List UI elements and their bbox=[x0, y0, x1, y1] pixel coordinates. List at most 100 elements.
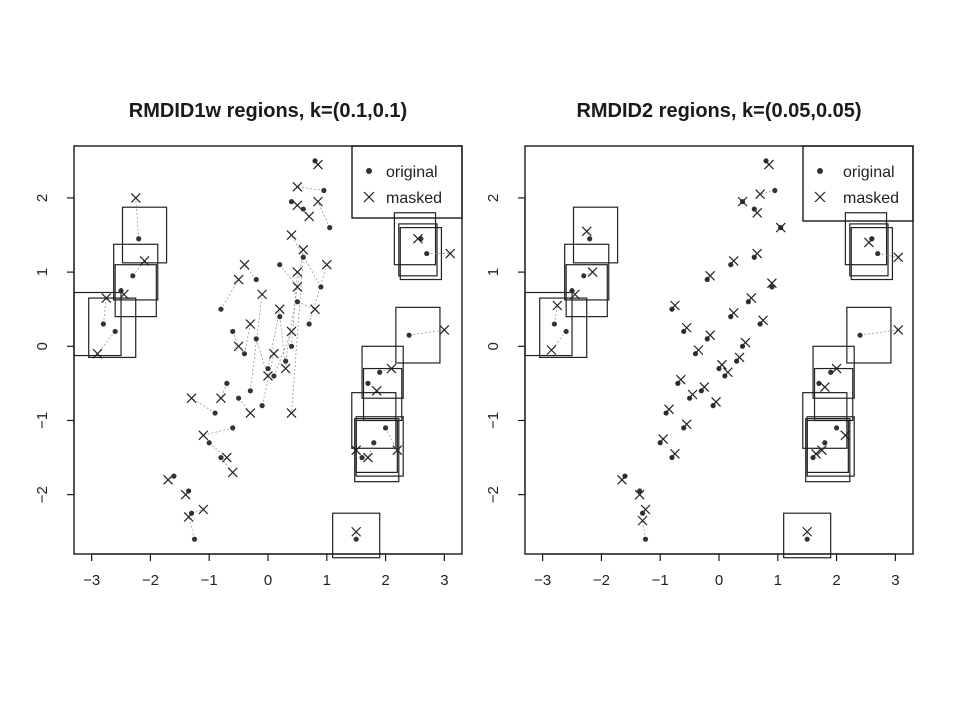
original-point bbox=[288, 343, 295, 349]
displacement-line bbox=[244, 264, 257, 280]
region-box bbox=[805, 418, 851, 483]
y-tick-label: −1 bbox=[34, 412, 51, 429]
x-tick-label: −1 bbox=[652, 572, 669, 589]
masked-point bbox=[245, 319, 256, 329]
masked-point bbox=[658, 434, 669, 444]
chart-title: RMDID2 regions, k=(0.05,0.05) bbox=[576, 100, 861, 122]
masked-point bbox=[286, 230, 297, 240]
displacement-line bbox=[642, 520, 646, 540]
masked-point bbox=[239, 259, 250, 270]
masked-point bbox=[263, 371, 273, 381]
original-point bbox=[253, 336, 259, 342]
masked-point bbox=[227, 467, 238, 478]
original-point bbox=[230, 328, 236, 335]
region-box bbox=[361, 345, 404, 399]
masked-point bbox=[233, 274, 244, 285]
original-point bbox=[563, 328, 569, 335]
original-point bbox=[377, 369, 383, 375]
original-point bbox=[371, 440, 377, 446]
chart-panel-rmdid2: RMDID2 regions, k=(0.05,0.05) −3 −2 −1 0 1 2 3… bbox=[485, 100, 914, 589]
displacement-line bbox=[273, 331, 292, 377]
original-point bbox=[406, 332, 412, 338]
masked-point bbox=[863, 237, 874, 248]
displacement-line bbox=[135, 197, 140, 239]
masked-point bbox=[728, 307, 739, 318]
masked-point bbox=[310, 304, 320, 315]
legend-marker-masked bbox=[363, 191, 375, 203]
masked-point bbox=[298, 244, 309, 255]
region-box bbox=[812, 345, 855, 399]
masked-point bbox=[681, 322, 692, 333]
y-tick-label: −2 bbox=[34, 486, 51, 503]
x-tick-label: −3 bbox=[83, 572, 100, 589]
masked-point bbox=[737, 196, 748, 207]
masked-point bbox=[221, 452, 232, 463]
masked-point bbox=[304, 211, 315, 222]
legend-label-original: original bbox=[843, 164, 895, 181]
displacement-line bbox=[308, 264, 328, 325]
original-point bbox=[294, 299, 300, 305]
original-point bbox=[822, 440, 828, 446]
legend-label-original: original bbox=[386, 164, 438, 181]
x-tick-label: 2 bbox=[832, 572, 840, 589]
original-point bbox=[637, 488, 643, 494]
displacement-line bbox=[220, 457, 234, 473]
original-point bbox=[353, 536, 359, 542]
masked-point bbox=[711, 397, 721, 407]
x-tick-label: −1 bbox=[201, 572, 218, 589]
original-point bbox=[265, 365, 271, 372]
original-point bbox=[772, 187, 778, 194]
region-box bbox=[399, 227, 443, 281]
y-tick-label: 0 bbox=[34, 342, 51, 350]
original-point bbox=[587, 236, 593, 242]
region-box bbox=[395, 306, 441, 364]
masked-point bbox=[802, 526, 813, 537]
masked-point bbox=[831, 363, 842, 374]
masked-point bbox=[216, 393, 226, 404]
masked-point bbox=[693, 345, 704, 355]
region-box bbox=[88, 297, 137, 359]
masked-point bbox=[286, 408, 297, 418]
displacement-line bbox=[203, 427, 233, 436]
displacement-line bbox=[291, 234, 322, 288]
original-point bbox=[230, 425, 236, 431]
masked-point bbox=[286, 326, 297, 337]
displacement-line bbox=[232, 331, 239, 347]
region-box bbox=[393, 212, 437, 266]
original-point bbox=[551, 321, 557, 327]
masked-point bbox=[130, 193, 141, 203]
displacement-line bbox=[220, 279, 239, 310]
masked-point bbox=[669, 300, 680, 311]
masked-point bbox=[292, 267, 303, 278]
original-point bbox=[581, 273, 587, 279]
displacement-line bbox=[297, 186, 324, 191]
masked-point bbox=[675, 374, 686, 385]
region-box bbox=[844, 212, 888, 266]
original-point bbox=[171, 473, 177, 479]
masked-point bbox=[640, 504, 651, 515]
displacement-line bbox=[860, 329, 899, 336]
displacement-line bbox=[261, 353, 275, 406]
original-point bbox=[816, 380, 822, 386]
masked-point bbox=[734, 352, 745, 363]
y-tick-label: 1 bbox=[34, 268, 51, 276]
masked-point bbox=[313, 196, 323, 207]
masked-point bbox=[570, 289, 580, 300]
region-box bbox=[524, 291, 573, 357]
masked-point bbox=[740, 337, 751, 348]
legend-marker-masked bbox=[814, 191, 826, 203]
original-point bbox=[382, 425, 389, 431]
displacement-line bbox=[553, 305, 558, 325]
masked-point bbox=[681, 419, 692, 430]
masked-point bbox=[728, 256, 739, 266]
masked-point bbox=[163, 474, 173, 485]
masked-point bbox=[198, 430, 209, 441]
masked-point bbox=[552, 300, 563, 311]
region-box bbox=[846, 306, 892, 364]
original-point bbox=[769, 284, 775, 290]
region-box bbox=[783, 512, 832, 559]
masked-point bbox=[119, 289, 129, 300]
masked-point bbox=[581, 226, 592, 237]
x-tick-label: 3 bbox=[891, 572, 899, 589]
masked-point bbox=[587, 267, 598, 278]
